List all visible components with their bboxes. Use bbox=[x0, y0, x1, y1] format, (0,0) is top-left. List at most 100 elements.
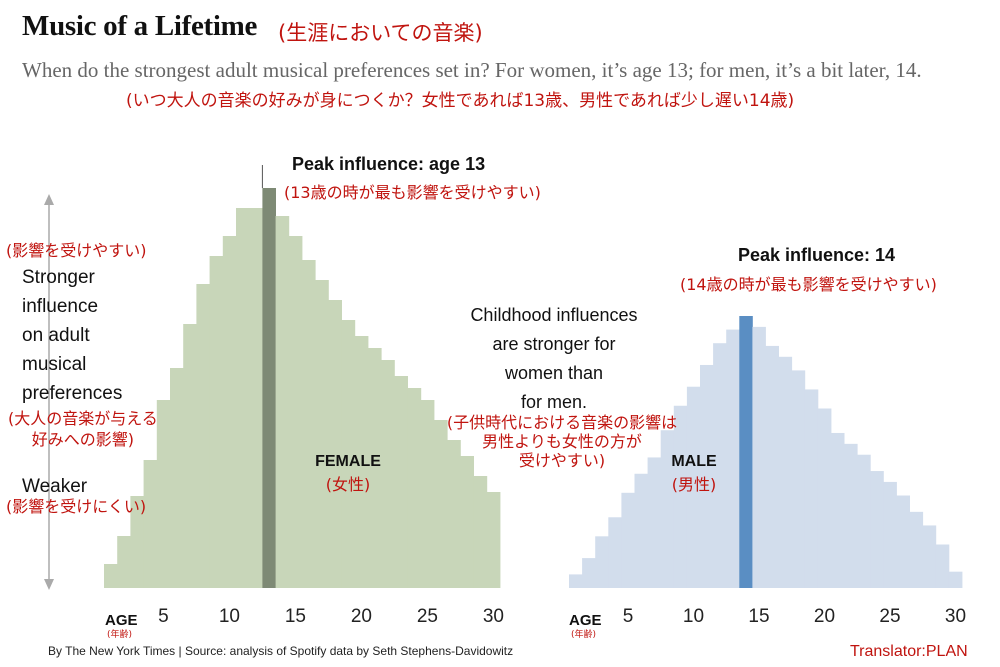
male-bar-age-24 bbox=[870, 471, 884, 588]
translation-line: 男性よりも女性の方が bbox=[482, 432, 642, 451]
male-series-label: MALE bbox=[671, 453, 717, 470]
translation-line: (大人の音楽が与える bbox=[8, 409, 158, 428]
influence-arrow-up-icon bbox=[44, 194, 54, 205]
male-bar-age-15 bbox=[752, 326, 766, 588]
female-bar-age-24 bbox=[407, 388, 422, 588]
female-bar-age-10 bbox=[222, 236, 237, 588]
female-bar-age-14 bbox=[275, 216, 290, 588]
female-bar-age-1 bbox=[104, 564, 118, 588]
male-bar-age-19 bbox=[804, 389, 819, 588]
female-bar-age-20 bbox=[354, 336, 369, 588]
female-bar-age-13 bbox=[262, 188, 276, 588]
female-bar-age-27 bbox=[447, 440, 461, 588]
female-series-translation: (女性) bbox=[325, 475, 371, 494]
female-age-axis-translation: (年齢) bbox=[107, 628, 132, 640]
male-bar-age-29 bbox=[935, 544, 950, 588]
female-bar-age-15 bbox=[288, 236, 303, 588]
female-bar-age-4 bbox=[143, 460, 158, 588]
male-series-translation: (男性) bbox=[671, 475, 717, 494]
female-bar-age-19 bbox=[341, 320, 356, 588]
source-credit: By The New York Times | Source: analysis… bbox=[48, 644, 514, 658]
influence-arrow-down-icon bbox=[44, 579, 54, 590]
male-bar-age-25 bbox=[883, 481, 897, 588]
female-age-axis-label: AGE bbox=[105, 612, 138, 629]
chart-subtitle-translation: (いつ大人の音楽の好みが身につくか？女性であれば13歳、男性であれば少し遅い14… bbox=[126, 91, 795, 111]
male-x-tick-label: 10 bbox=[683, 606, 704, 627]
male-bar-age-6 bbox=[634, 473, 648, 588]
male-x-tick-label: 30 bbox=[945, 606, 966, 627]
male-bar-age-11 bbox=[700, 364, 714, 588]
weaker-label: Weaker bbox=[22, 476, 88, 497]
childhood-note-line: Childhood influences bbox=[470, 305, 638, 325]
childhood-note-line: women than bbox=[504, 363, 604, 383]
male-bar-age-16 bbox=[765, 345, 779, 588]
childhood-note: Childhood influences are stronger for wo… bbox=[443, 301, 665, 417]
childhood-note-line: are stronger for bbox=[492, 334, 616, 354]
female-peak-translation: (13歳の時が最も影響を受けやすい) bbox=[284, 183, 541, 202]
female-bar-age-9 bbox=[209, 256, 224, 588]
female-bar-age-28 bbox=[460, 456, 474, 588]
male-bar-age-1 bbox=[569, 574, 583, 588]
female-bar-age-6 bbox=[170, 368, 184, 588]
male-bar-age-23 bbox=[857, 454, 871, 588]
male-x-tick-label: 20 bbox=[814, 606, 835, 627]
female-bar-age-21 bbox=[368, 348, 382, 588]
female-bar-age-29 bbox=[473, 476, 488, 588]
male-bar-age-17 bbox=[778, 356, 793, 588]
female-bar-age-11 bbox=[236, 208, 250, 588]
chart-subtitle: When do the strongest adult musical pref… bbox=[22, 58, 922, 82]
female-x-tick-label: 25 bbox=[417, 606, 438, 627]
female-bar-age-12 bbox=[249, 208, 263, 588]
stronger-line: influence bbox=[22, 296, 99, 317]
male-x-tick-label: 5 bbox=[623, 606, 634, 627]
male-bar-age-10 bbox=[686, 386, 701, 588]
female-bar-age-30 bbox=[486, 492, 501, 588]
stronger-line: Stronger bbox=[22, 267, 95, 288]
male-age-axis-translation: (年齢) bbox=[571, 628, 596, 640]
male-age-axis-label: AGE bbox=[569, 612, 602, 629]
translation-line: (子供時代における音楽の影響は bbox=[446, 413, 678, 432]
male-bar-age-4 bbox=[608, 517, 622, 588]
male-bar-age-21 bbox=[831, 432, 845, 588]
female-bar-age-5 bbox=[156, 400, 171, 588]
female-x-tick-label: 15 bbox=[285, 606, 306, 627]
male-bar-age-5 bbox=[621, 492, 635, 588]
female-peak-label: Peak influence: age 13 bbox=[292, 154, 486, 174]
translator-credit: Translator:PLAN bbox=[850, 643, 968, 660]
male-bar-age-30 bbox=[948, 571, 963, 588]
male-bar-age-20 bbox=[817, 408, 832, 588]
translation-line: 好みへの影響) bbox=[31, 430, 134, 449]
stronger-description-translation: (大人の音楽が与える 好みへの影響) bbox=[8, 408, 158, 450]
male-bar-age-7 bbox=[647, 457, 662, 588]
female-bar-age-22 bbox=[381, 360, 395, 588]
female-bar-age-25 bbox=[420, 400, 435, 588]
male-peak-label: Peak influence: 14 bbox=[738, 245, 896, 265]
male-bar-age-27 bbox=[909, 511, 924, 588]
male-bar-age-28 bbox=[922, 525, 937, 588]
female-x-tick-label: 10 bbox=[219, 606, 240, 627]
female-x-tick-label: 20 bbox=[351, 606, 372, 627]
female-bar-age-8 bbox=[196, 284, 210, 588]
female-bar-age-18 bbox=[328, 300, 342, 588]
chart-title: Music of a Lifetime bbox=[22, 10, 258, 42]
stronger-line: on adult bbox=[22, 325, 90, 346]
chart-title-translation: (生涯においての音楽) bbox=[278, 21, 483, 45]
male-x-tick-label: 15 bbox=[748, 606, 769, 627]
female-bar-age-16 bbox=[302, 260, 316, 588]
male-bar-age-26 bbox=[896, 495, 910, 588]
male-bar-age-2 bbox=[582, 558, 596, 588]
stronger-label: Stronger influence on adult musical pref… bbox=[22, 263, 122, 408]
female-x-tick-label: 5 bbox=[158, 606, 169, 627]
stronger-translation: (影響を受けやすい) bbox=[6, 241, 147, 260]
female-bar-age-3 bbox=[130, 496, 144, 588]
male-x-tick-label: 25 bbox=[879, 606, 900, 627]
female-x-tick-label: 30 bbox=[483, 606, 504, 627]
male-bar-age-14 bbox=[739, 316, 753, 588]
male-bar-age-12 bbox=[713, 343, 727, 588]
male-bar-age-13 bbox=[726, 329, 740, 588]
translation-line: 受けやすい) bbox=[518, 451, 606, 470]
male-bar-age-9 bbox=[673, 405, 688, 588]
female-bar-age-17 bbox=[315, 280, 329, 588]
male-bar-age-3 bbox=[595, 536, 609, 588]
